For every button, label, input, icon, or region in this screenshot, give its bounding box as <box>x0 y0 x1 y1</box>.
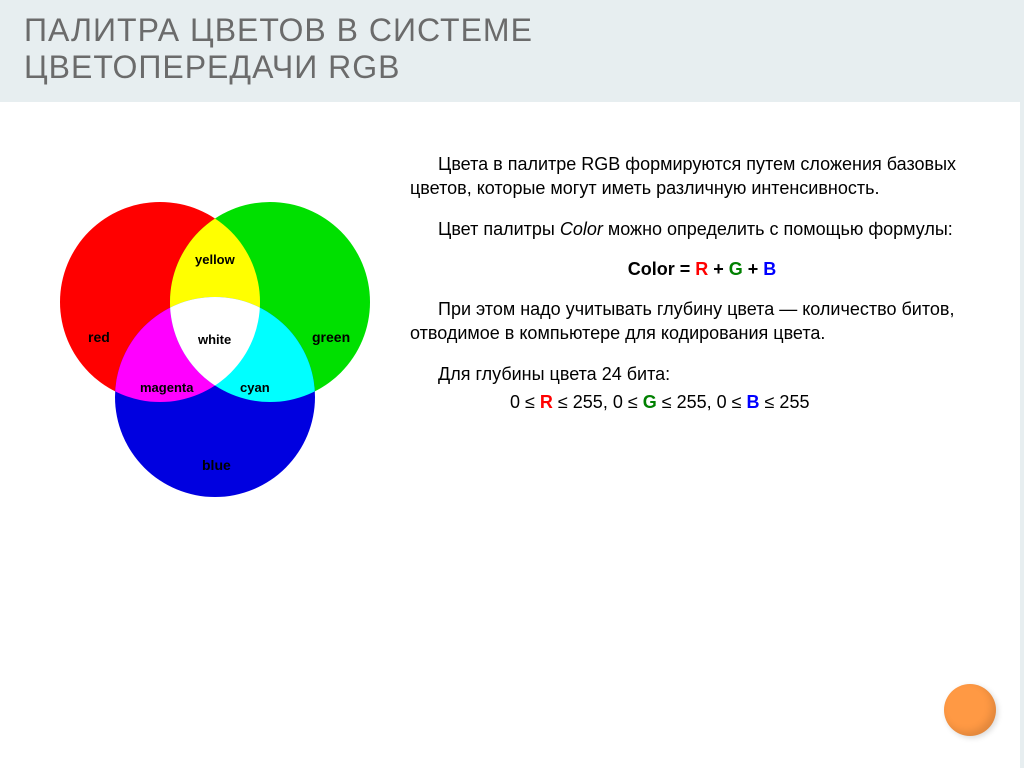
label-cyan: cyan <box>240 380 270 395</box>
label-yellow: yellow <box>195 252 236 267</box>
header: ПАЛИТРА ЦВЕТОВ В СИСТЕМЕ ЦВЕТОПЕРЕДАЧИ R… <box>0 0 1024 102</box>
title-line1: ПАЛИТРА ЦВЕТОВ В СИСТЕМЕ <box>24 12 533 48</box>
label-red: red <box>88 329 110 345</box>
label-green: green <box>312 329 350 345</box>
title-line2-bold: RGB <box>328 49 400 85</box>
venn-svg: red green blue yellow magenta cyan white <box>40 172 410 542</box>
label-magenta: magenta <box>140 380 194 395</box>
venn-svg-wrap: red green blue yellow magenta cyan white <box>40 172 410 542</box>
text-area: Цвета в палитре RGB формируются путем сл… <box>410 142 994 642</box>
range-line: 0 ≤ R ≤ 255, 0 ≤ G ≤ 255, 0 ≤ B ≤ 255 <box>510 390 994 414</box>
title-line2-prefix: ЦВЕТОПЕРЕДАЧИ <box>24 49 328 85</box>
paragraph-1: Цвета в палитре RGB формируются путем сл… <box>410 152 994 201</box>
paragraph-3: При этом надо учитывать глубину цвета — … <box>410 297 994 346</box>
label-blue: blue <box>202 457 231 473</box>
paragraph-2: Цвет палитры Color можно определить с по… <box>410 217 994 241</box>
corner-circle-icon <box>944 684 996 736</box>
content: red green blue yellow magenta cyan white… <box>0 102 1024 642</box>
label-white: white <box>197 332 231 347</box>
venn-diagram: red green blue yellow magenta cyan white <box>10 142 410 642</box>
side-accent <box>1020 0 1024 768</box>
page-title: ПАЛИТРА ЦВЕТОВ В СИСТЕМЕ ЦВЕТОПЕРЕДАЧИ R… <box>24 12 1000 86</box>
paragraph-4: Для глубины цвета 24 бита: <box>410 362 994 386</box>
formula: Color = R + G + B <box>410 257 994 281</box>
